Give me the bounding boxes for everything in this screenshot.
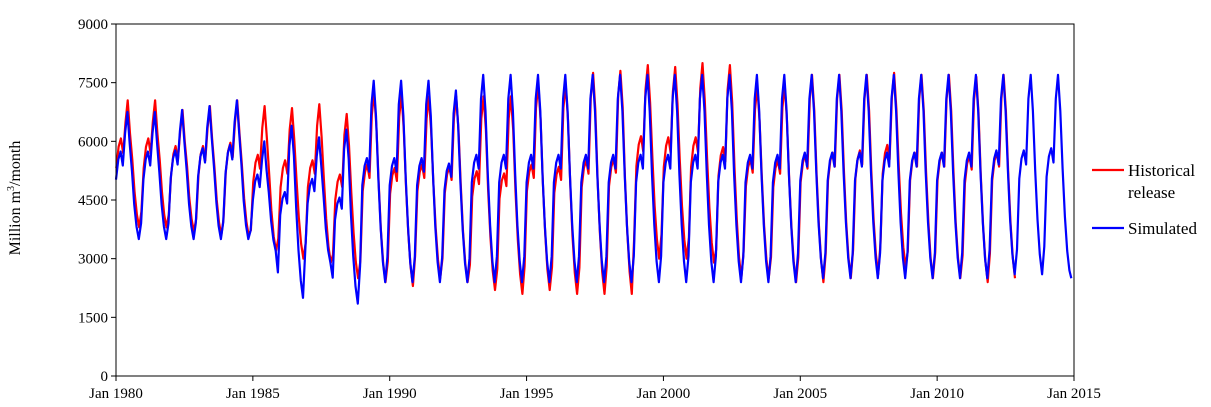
- legend: Historical release Simulated: [1092, 161, 1197, 238]
- y-tick-label: 1500: [78, 310, 108, 326]
- y-tick-label: 3000: [78, 252, 108, 268]
- y-tick-label: 4500: [78, 193, 108, 209]
- x-axis-ticks: Jan 1980 Jan 1985 Jan 1990 Jan 1995 Jan 2000…: [89, 376, 1101, 402]
- y-axis-title-tail: /month: [7, 141, 24, 186]
- x-tick-label: Jan 1995: [500, 386, 554, 402]
- y-axis-title: Million m3/month: [6, 141, 24, 256]
- y-tick-label: 9000: [78, 17, 108, 33]
- y-axis-title-sup: 3: [6, 186, 17, 191]
- y-tick-label: 7500: [78, 76, 108, 92]
- y-tick-label: 6000: [78, 134, 108, 150]
- plot-lines: [114, 62, 1073, 305]
- plot-frame: [115, 23, 1075, 377]
- y-axis-ticks: 0 1500 3000 4500 6000 7500 9000: [78, 17, 116, 385]
- legend-label: Historical: [1128, 161, 1195, 180]
- x-tick-label: Jan 1980: [89, 386, 143, 402]
- x-tick-label: Jan 2015: [1047, 386, 1101, 402]
- x-tick-label: Jan 2005: [773, 386, 827, 402]
- y-tick-label: 0: [101, 369, 109, 385]
- y-axis-title-main: Million m: [7, 190, 24, 255]
- x-tick-label: Jan 2000: [637, 386, 691, 402]
- x-tick-label: Jan 1985: [226, 386, 280, 402]
- series-line-simulated: [114, 73, 1073, 305]
- legend-label: Simulated: [1128, 219, 1197, 238]
- x-tick-label: Jan 1990: [363, 386, 417, 402]
- legend-label: release: [1128, 183, 1175, 202]
- x-tick-label: Jan 2010: [910, 386, 964, 402]
